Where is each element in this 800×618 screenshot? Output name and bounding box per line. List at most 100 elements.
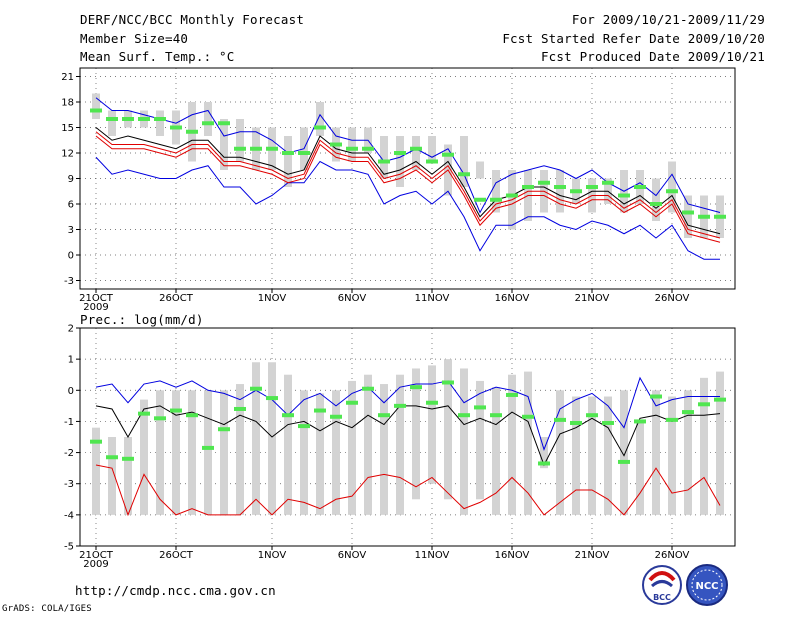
median-marker: [586, 185, 598, 189]
median-marker: [250, 146, 262, 151]
median-marker: [394, 403, 406, 408]
y-tick-label: -4: [64, 510, 74, 521]
median-marker: [394, 151, 406, 155]
box-bar: [412, 136, 420, 170]
median-marker: [698, 402, 710, 407]
median-marker: [202, 445, 214, 450]
min-line: [95, 156, 720, 260]
box-bar: [284, 136, 292, 187]
x-tick-sublabel: 2009: [83, 302, 108, 313]
median-marker: [266, 396, 278, 401]
box-bar: [380, 136, 388, 179]
median-marker: [666, 417, 678, 422]
box-bar: [492, 387, 500, 515]
chart-title: DERF/NCC/BCC Monthly Forecast: [80, 12, 305, 27]
median-marker: [138, 117, 150, 121]
y-tick-label: 1: [68, 355, 74, 366]
median-marker: [202, 121, 214, 126]
median-marker: [474, 197, 486, 202]
y-tick-label: 6: [68, 200, 74, 211]
median-marker: [442, 152, 454, 157]
median-marker: [538, 180, 550, 185]
box-bar: [316, 102, 324, 136]
box-bar: [396, 374, 404, 515]
median-marker: [90, 108, 102, 113]
median-marker: [282, 151, 294, 155]
median-marker: [474, 405, 486, 410]
member-size: Member Size=40: [80, 31, 189, 46]
max-line: [95, 97, 721, 214]
median-marker: [250, 386, 262, 391]
box-bar: [364, 374, 372, 515]
box-bar: [460, 368, 468, 515]
x-tick-label: 1NOV: [258, 550, 287, 561]
median-marker: [426, 159, 438, 164]
median-marker: [138, 411, 150, 416]
y-tick-label: 0: [68, 251, 74, 262]
box-bar: [220, 119, 228, 170]
median-marker: [154, 416, 166, 421]
box-bar: [316, 393, 324, 515]
median-marker: [234, 406, 246, 411]
box-bar: [652, 178, 660, 221]
box-bar: [524, 371, 532, 515]
median-marker: [122, 117, 134, 121]
median-marker: [506, 193, 518, 198]
box-bar: [204, 102, 212, 136]
median-marker: [186, 413, 198, 418]
x-tick-label: 26NOV: [655, 550, 690, 561]
median-marker: [362, 386, 374, 391]
x-tick-label: 21NOV: [575, 293, 610, 304]
mean-line: [95, 405, 721, 467]
box-bar: [444, 359, 452, 500]
median-marker: [314, 408, 326, 413]
median-marker: [90, 439, 102, 444]
x-tick-label: 11NOV: [415, 550, 450, 561]
precip-label: Prec.: log(mm/d): [80, 312, 204, 327]
box-bar: [476, 380, 484, 500]
median-marker: [170, 408, 182, 413]
median-marker: [330, 414, 342, 419]
source-url[interactable]: http://cmdp.ncc.cma.gov.cn: [75, 583, 276, 598]
median-marker: [506, 392, 518, 397]
plot-frame: [79, 67, 736, 290]
y-tick-label: 21: [61, 72, 74, 83]
box-bar: [492, 170, 500, 213]
median-marker: [426, 400, 438, 405]
box-bar: [92, 93, 100, 119]
median-marker: [602, 420, 614, 425]
box-bar: [620, 390, 628, 515]
x-tick-label: 16NOV: [495, 550, 530, 561]
box-bar: [460, 136, 468, 187]
box-bar: [348, 380, 356, 515]
median-marker: [106, 117, 118, 121]
median-marker: [378, 159, 390, 164]
median-marker: [346, 146, 358, 151]
box-bar: [204, 390, 212, 515]
median-marker: [666, 189, 678, 194]
median-marker: [618, 459, 630, 464]
median-marker: [282, 413, 294, 418]
x-tick-label: 26OCT: [159, 293, 194, 304]
x-tick-label: 6NOV: [338, 293, 367, 304]
median-marker: [186, 129, 198, 134]
x-tick-sublabel: 2009: [83, 559, 108, 570]
median-marker: [330, 142, 342, 147]
median-marker: [218, 121, 230, 126]
box-bar: [412, 368, 420, 500]
y-tick-label: -2: [64, 448, 74, 459]
y-tick-label: 3: [68, 225, 74, 236]
median-marker: [650, 202, 662, 206]
median-marker: [586, 413, 598, 418]
y-tick-label: 12: [61, 149, 74, 160]
box-bar: [156, 390, 164, 515]
box-bar: [140, 399, 148, 515]
y-tick-label: -3: [64, 276, 74, 287]
x-tick-label: 21OCT: [79, 550, 114, 561]
median-marker: [458, 413, 470, 418]
box-bar: [636, 421, 644, 515]
median-marker: [682, 210, 694, 215]
median-marker: [362, 146, 374, 151]
box-bar: [284, 374, 292, 515]
box-bar: [540, 437, 548, 469]
